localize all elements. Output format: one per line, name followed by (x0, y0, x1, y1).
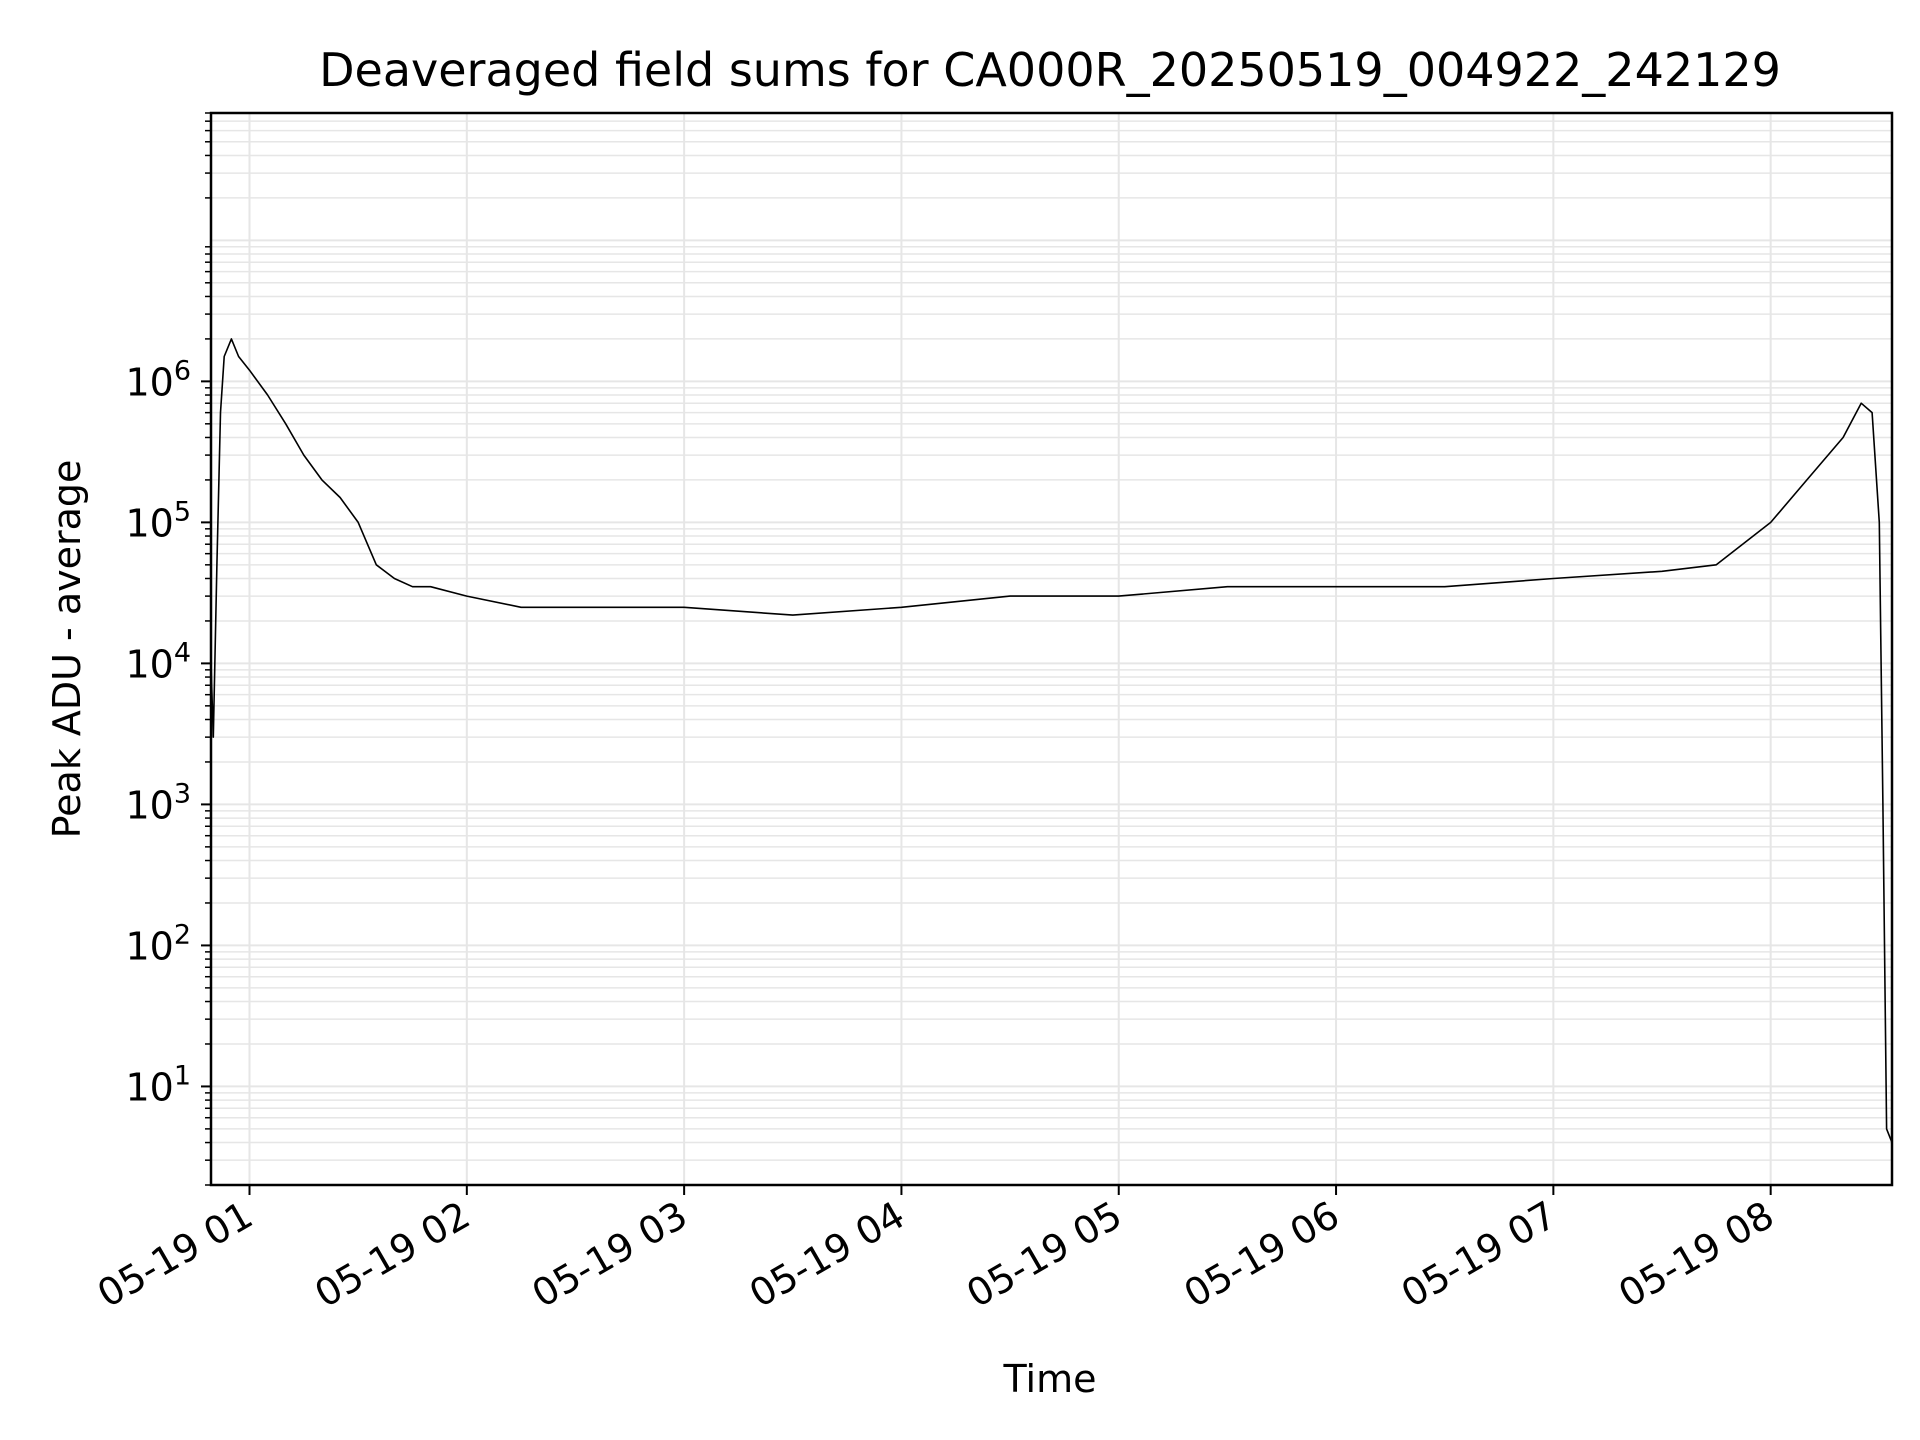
y-tick-label: 104 (125, 637, 191, 686)
x-tick-label: 05-19 02 (307, 1193, 477, 1317)
x-tick-label: 05-19 05 (959, 1193, 1129, 1317)
series-layer (210, 338, 1893, 1143)
x-tick-label: 05-19 07 (1394, 1193, 1564, 1317)
y-tick-label: 102 (125, 919, 191, 968)
y-axis-label: Peak ADU - average (45, 460, 89, 839)
x-tick-label: 05-19 01 (90, 1193, 260, 1317)
x-tick-label: 05-19 03 (525, 1193, 695, 1317)
y-tick-label: 101 (125, 1060, 191, 1109)
x-tick-label: 05-19 08 (1611, 1193, 1781, 1317)
grid (211, 112, 1892, 1186)
y-tick-label: 103 (125, 778, 191, 827)
x-tick-label: 05-19 04 (742, 1193, 912, 1317)
y-tick-label: 105 (125, 496, 191, 545)
chart-title: Deaveraged field sums for CA000R_2025051… (319, 43, 1781, 97)
x-axis-label: Time (1003, 1357, 1097, 1401)
series-line (210, 338, 1893, 1143)
plot-frame (209, 111, 1894, 1187)
x-axis: 05-19 01 05-19 02 05-19 03 05-19 04 05-19 05… (90, 1185, 1781, 1316)
x-tick-label: 05-19 06 (1177, 1193, 1347, 1317)
y-axis: 101 102 103 104 105 106 (125, 112, 211, 1186)
y-tick-label: 106 (125, 355, 191, 404)
